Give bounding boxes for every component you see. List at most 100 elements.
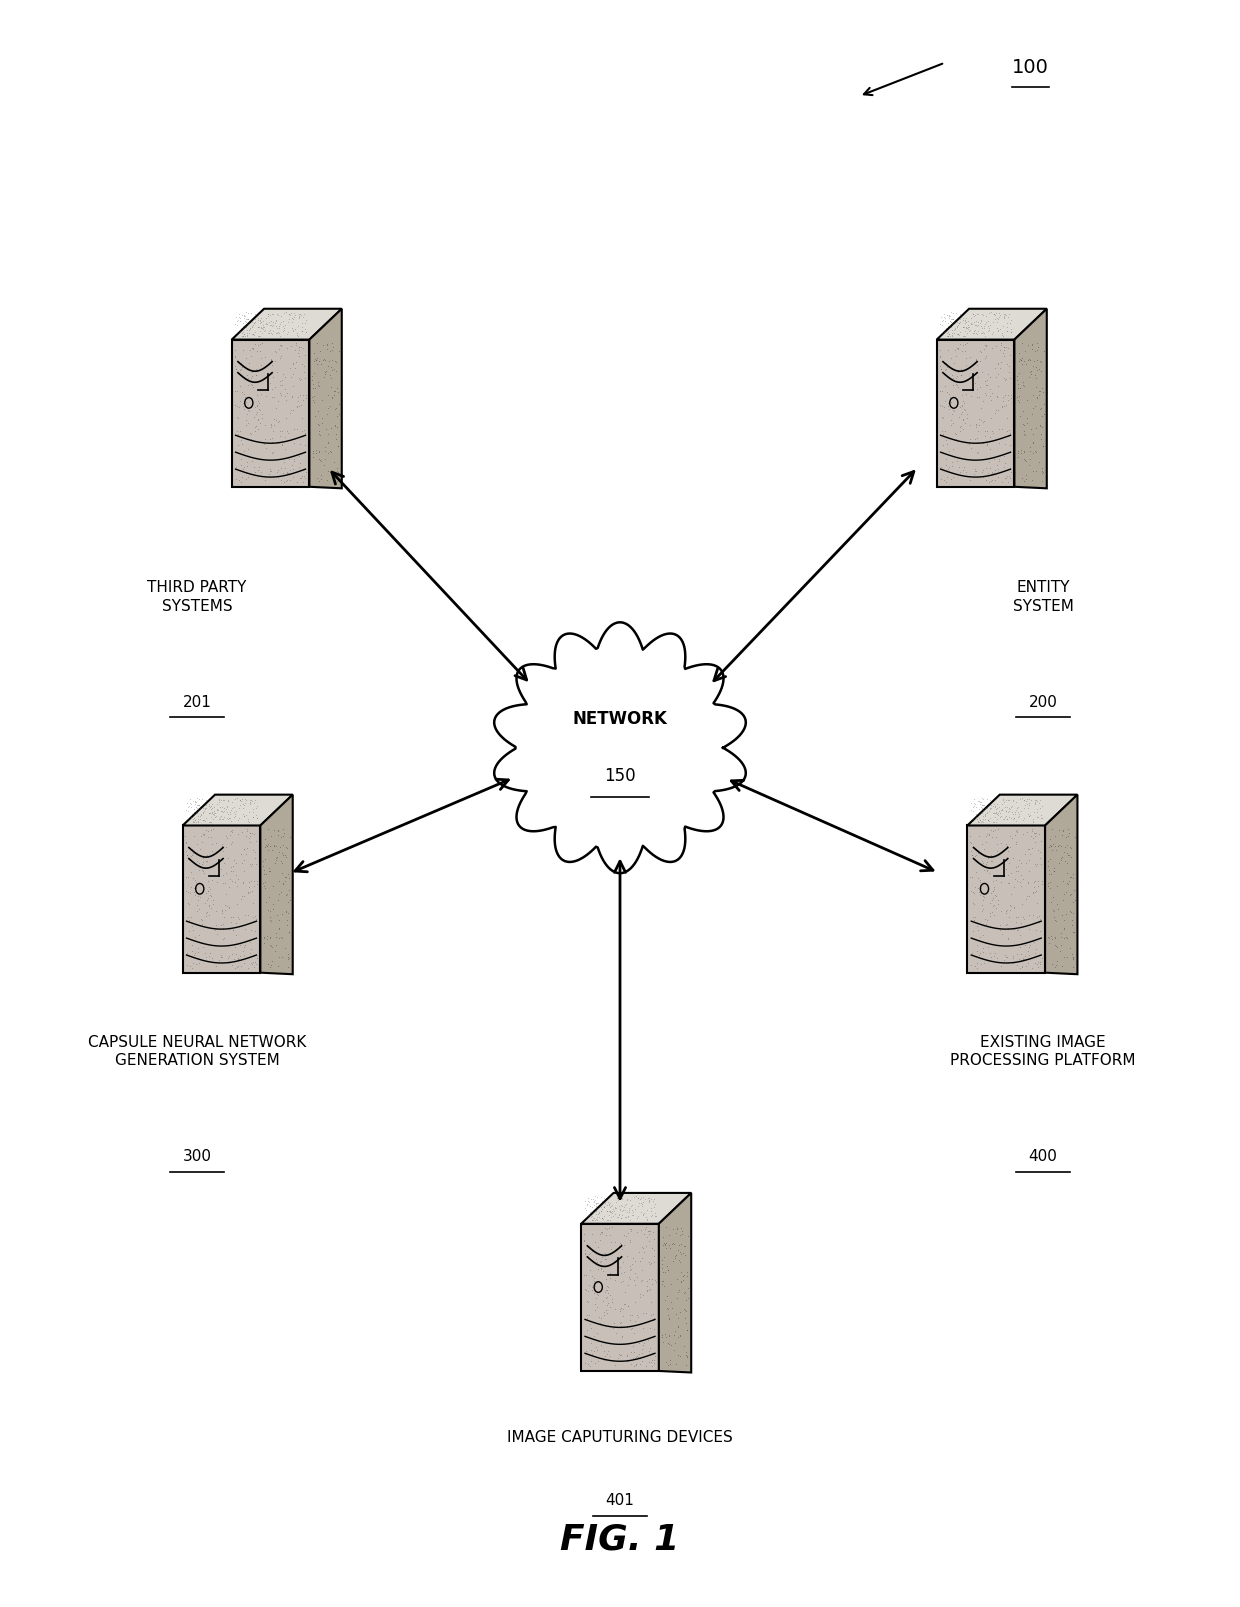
Point	[579, 1202, 599, 1228]
Point	[987, 842, 1007, 868]
Point	[986, 794, 1006, 820]
Point	[270, 302, 290, 328]
Point	[1042, 922, 1061, 948]
Point	[1032, 945, 1052, 971]
Point	[593, 1258, 613, 1284]
Point	[978, 791, 998, 816]
Point	[981, 848, 1001, 874]
Point	[997, 799, 1017, 824]
Point	[259, 898, 279, 924]
Point	[639, 1189, 658, 1215]
Point	[1042, 832, 1061, 858]
Point	[255, 468, 275, 493]
Point	[952, 337, 972, 363]
Point	[293, 350, 312, 376]
Point	[936, 453, 956, 479]
Point	[248, 389, 268, 415]
Point	[179, 903, 198, 929]
Point	[317, 402, 337, 427]
Point	[630, 1345, 650, 1371]
Point	[273, 842, 293, 868]
Point	[231, 357, 250, 382]
Point	[587, 1286, 606, 1311]
Point	[294, 463, 314, 489]
Point	[626, 1345, 646, 1371]
Point	[660, 1351, 680, 1377]
Point	[968, 810, 988, 836]
Point	[941, 466, 961, 492]
Point	[972, 460, 992, 485]
Point	[983, 874, 1003, 900]
Point	[260, 824, 280, 850]
Point	[233, 869, 253, 895]
Point	[268, 818, 288, 844]
Point	[279, 919, 299, 945]
Point	[644, 1316, 663, 1342]
Point	[250, 310, 270, 336]
Point	[616, 1186, 636, 1212]
Point	[972, 320, 992, 346]
Point	[579, 1189, 599, 1215]
Point	[236, 407, 255, 432]
Point	[257, 832, 277, 858]
Point	[1043, 897, 1063, 922]
Point	[238, 307, 258, 333]
Point	[931, 455, 951, 480]
Point	[667, 1215, 687, 1241]
Point	[1033, 434, 1053, 460]
Point	[959, 318, 978, 344]
Point	[1018, 800, 1038, 826]
Point	[579, 1241, 599, 1266]
Point	[1025, 787, 1045, 813]
Point	[640, 1186, 660, 1212]
Point	[187, 800, 207, 826]
Point	[229, 394, 249, 419]
Point	[950, 310, 970, 336]
Point	[662, 1295, 682, 1321]
Point	[994, 789, 1014, 815]
Point	[1018, 795, 1038, 821]
Point	[324, 334, 343, 360]
Point	[277, 865, 296, 890]
Point	[237, 307, 257, 333]
Point	[182, 932, 202, 958]
Point	[260, 349, 280, 374]
Point	[182, 950, 202, 975]
Point	[988, 890, 1008, 916]
Point	[618, 1204, 637, 1229]
Point	[977, 850, 997, 876]
Point	[202, 842, 222, 868]
Point	[1049, 850, 1069, 876]
Point	[966, 347, 986, 373]
Point	[241, 791, 260, 816]
Point	[1040, 845, 1060, 871]
Point	[1024, 869, 1044, 895]
Point	[585, 1199, 605, 1225]
Point	[290, 392, 310, 418]
Point	[675, 1233, 694, 1258]
Point	[277, 906, 296, 932]
Polygon shape	[182, 826, 260, 972]
Point	[241, 787, 260, 813]
Point	[956, 352, 976, 378]
Point	[263, 890, 283, 916]
Point	[942, 453, 962, 479]
Point	[308, 370, 327, 395]
Point	[595, 1343, 615, 1369]
Point	[247, 362, 267, 387]
Point	[931, 357, 951, 382]
Point	[311, 387, 331, 413]
Point	[583, 1194, 603, 1220]
Point	[615, 1192, 635, 1218]
Point	[267, 320, 286, 346]
Point	[965, 953, 985, 979]
Point	[670, 1223, 689, 1249]
Point	[961, 310, 981, 336]
Point	[285, 302, 305, 328]
Point	[671, 1231, 691, 1257]
Point	[309, 373, 329, 399]
Point	[640, 1276, 660, 1302]
Point	[232, 850, 252, 876]
Point	[658, 1257, 678, 1282]
Point	[1009, 349, 1029, 374]
